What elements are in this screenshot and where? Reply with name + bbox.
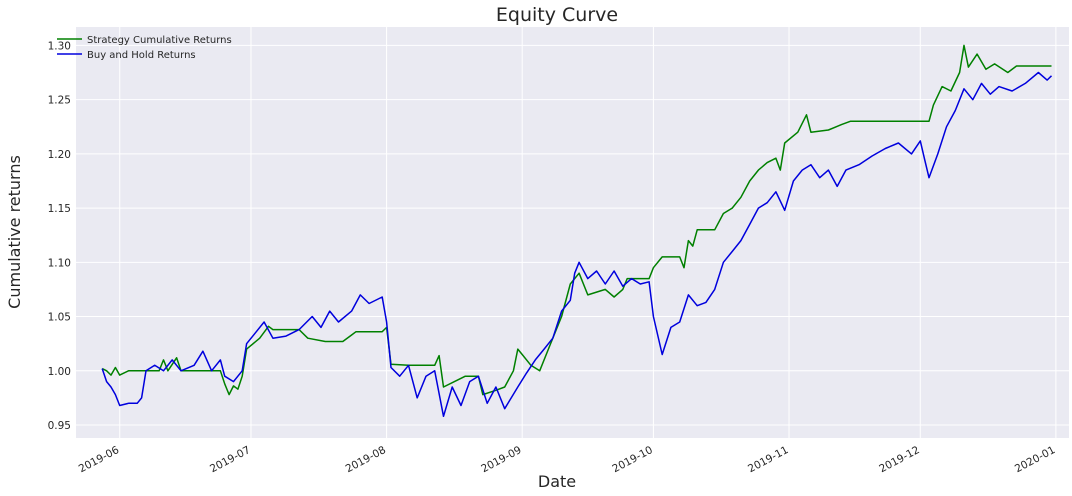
y-tick-label: 0.95 bbox=[48, 420, 71, 432]
x-tick-label: 2019-09 bbox=[479, 444, 523, 475]
y-tick-label: 1.00 bbox=[48, 366, 71, 378]
y-axis: 0.95 1.00 1.05 1.10 1.15 1.20 1.25 1.30 bbox=[48, 40, 71, 432]
x-tick-label: 2019-12 bbox=[877, 444, 921, 475]
x-tick-label: 2019-06 bbox=[77, 444, 122, 475]
y-axis-label: Cumulative returns bbox=[5, 155, 24, 309]
y-tick-label: 1.10 bbox=[48, 257, 71, 269]
y-tick-label: 1.30 bbox=[48, 40, 71, 52]
gridlines bbox=[76, 27, 1069, 438]
y-tick-label: 1.25 bbox=[48, 95, 71, 107]
x-axis-label: Date bbox=[538, 472, 576, 491]
x-axis: 2019-06 2019-07 2019-08 2019-09 2019-10 2019-… bbox=[77, 444, 1058, 475]
y-tick-label: 1.20 bbox=[48, 149, 71, 161]
x-tick-label: 2020-01 bbox=[1013, 444, 1057, 475]
strategy-cumulative-returns-line bbox=[101, 44, 1052, 396]
legend-label-strategy: Strategy Cumulative Returns bbox=[87, 35, 232, 46]
x-tick-label: 2019-08 bbox=[344, 444, 388, 475]
chart-title: Equity Curve bbox=[496, 4, 618, 26]
legend: Strategy Cumulative Returns Buy and Hold… bbox=[57, 35, 232, 61]
legend-label-buy-and-hold: Buy and Hold Returns bbox=[87, 50, 196, 61]
series-lines bbox=[101, 44, 1053, 418]
plot-area bbox=[76, 27, 1069, 438]
x-tick-label: 2019-10 bbox=[610, 444, 654, 475]
x-tick-label: 2019-11 bbox=[746, 444, 790, 475]
x-tick-label: 2019-07 bbox=[208, 444, 252, 475]
buy-and-hold-returns-line bbox=[101, 71, 1053, 418]
y-tick-label: 1.15 bbox=[48, 203, 71, 215]
y-tick-label: 1.05 bbox=[48, 312, 71, 324]
